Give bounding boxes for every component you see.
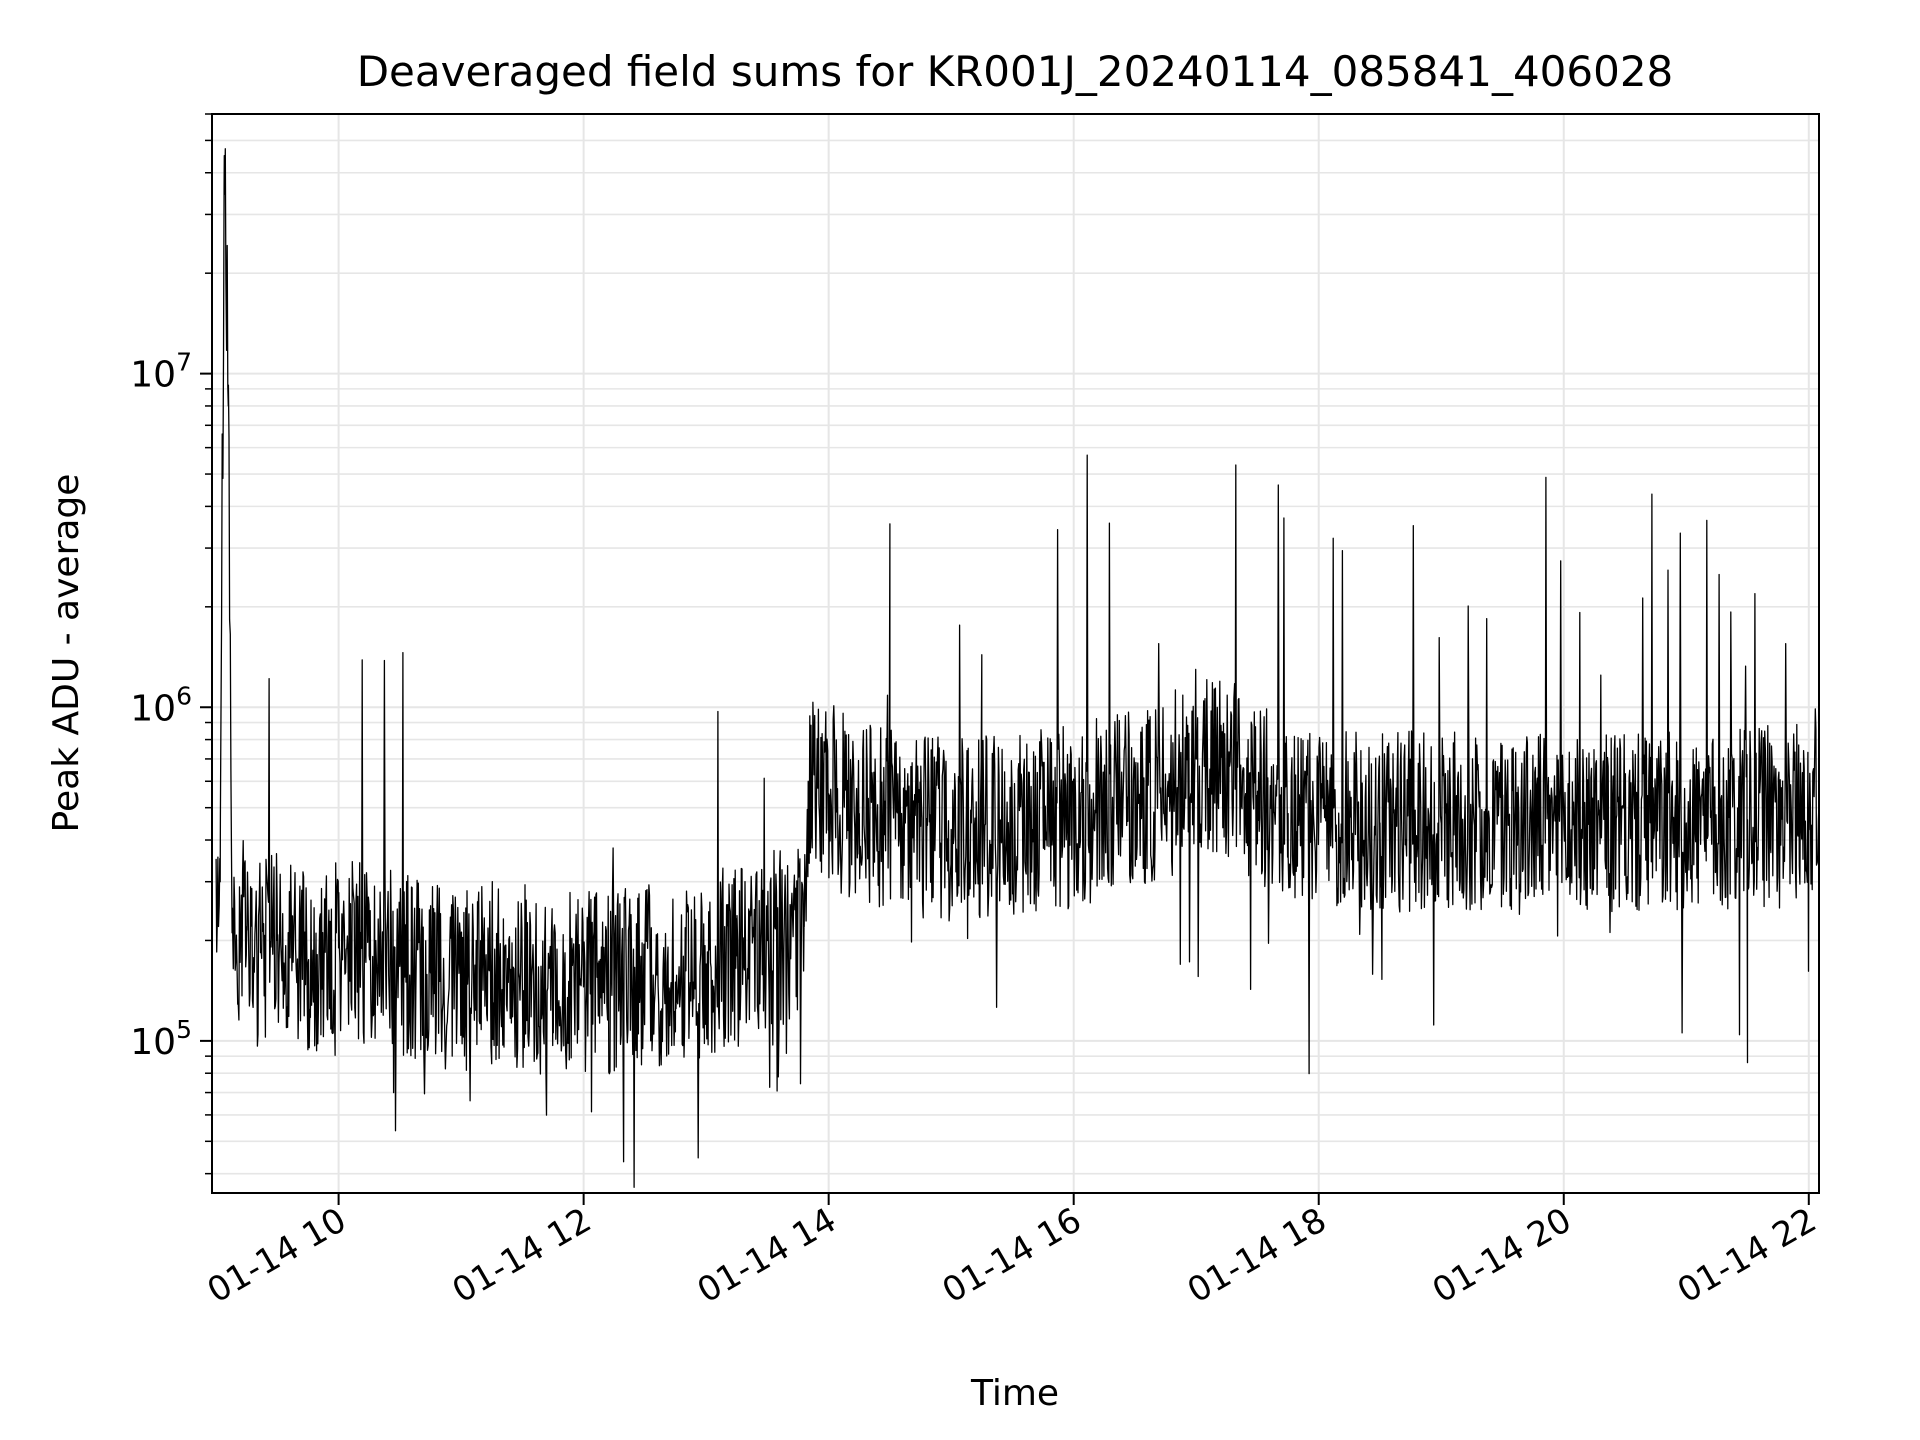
chart-title: Deaveraged field sums for KR001J_2024011… xyxy=(357,47,1674,96)
y-axis-label: Peak ADU - average xyxy=(46,474,87,833)
y-tick-label: 107 xyxy=(130,348,192,396)
x-axis-label: Time xyxy=(970,1373,1059,1414)
plot-frame xyxy=(211,113,1820,1194)
y-tick-label: 105 xyxy=(130,1015,192,1063)
y-tick-exponent: 5 xyxy=(176,1015,192,1044)
series-line-group xyxy=(215,148,1820,1188)
y-tick-label: 106 xyxy=(130,681,192,729)
y-tick-exponent: 7 xyxy=(176,348,192,377)
y-tick-base: 10 xyxy=(130,1022,176,1063)
y-tick-base: 10 xyxy=(130,355,176,396)
y-tick-exponent: 6 xyxy=(176,681,192,710)
grid-lines xyxy=(212,113,1819,1193)
y-tick-base: 10 xyxy=(130,688,176,729)
series-line xyxy=(215,148,1820,1188)
